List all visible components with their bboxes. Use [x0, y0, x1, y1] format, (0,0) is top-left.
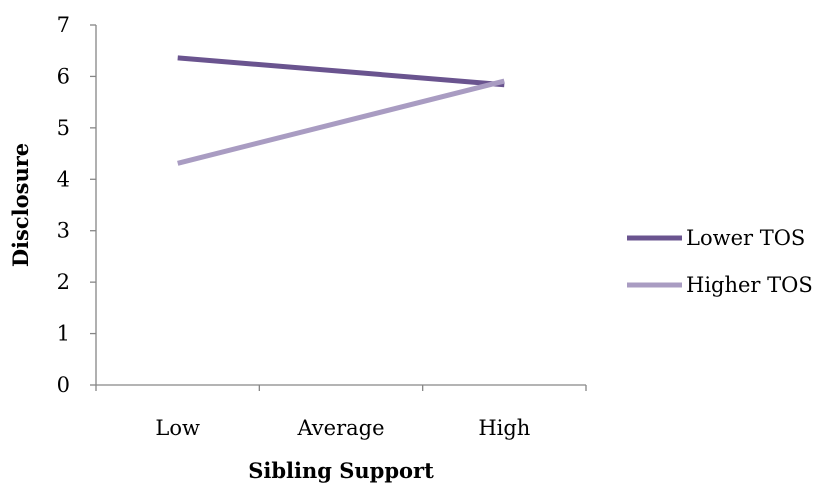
x-tick-label: Low	[155, 416, 200, 440]
y-tick-label: 0	[57, 373, 70, 397]
series-line-lower-tos	[177, 55, 505, 88]
x-axis-title: Sibling Support	[248, 458, 434, 483]
x-tick-label: High	[478, 416, 530, 440]
y-tick-label: 1	[57, 322, 70, 346]
y-tick-label: 6	[57, 64, 70, 88]
y-tick-label: 2	[57, 270, 70, 294]
x-axis: Low Average High	[95, 384, 587, 440]
legend-label: Lower TOS	[686, 226, 805, 250]
legend: Lower TOS Higher TOS	[627, 226, 813, 297]
series-lines	[177, 55, 505, 166]
y-axis: 0 1 2 3 4 5 6 7	[57, 13, 97, 397]
x-tick-label: Average	[296, 416, 384, 440]
y-tick-label: 3	[57, 219, 70, 243]
y-tick-label: 7	[57, 13, 70, 37]
y-axis-title: Disclosure	[8, 143, 33, 267]
y-tick-label: 4	[57, 167, 70, 191]
legend-label: Higher TOS	[686, 273, 813, 297]
y-tick-label: 5	[57, 116, 70, 140]
series-line-higher-tos	[177, 78, 505, 166]
